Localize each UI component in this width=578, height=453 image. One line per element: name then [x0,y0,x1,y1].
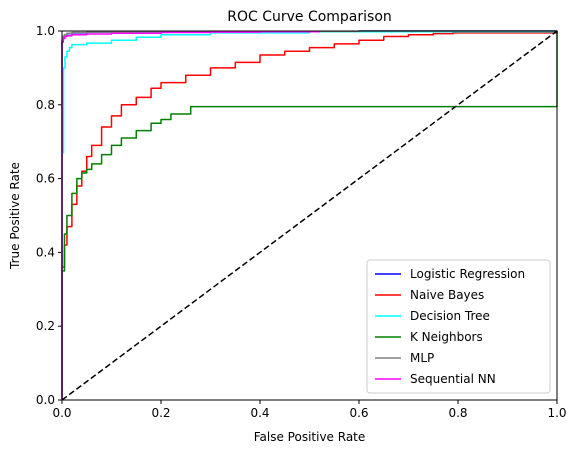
x-axis-label: False Positive Rate [254,430,366,444]
reference-diagonal-line [61,30,558,401]
axis-ticks: 0.0 0.2 0.4 0.6 0.8 1.0 0.0 0.2 0.4 0.6 0.8 1.0 [36,24,567,420]
legend: Logistic Regression Naive Bayes Decision T… [366,259,551,394]
chart-title: ROC Curve Comparison [227,9,392,25]
x-tick-label: 0.2 [151,406,170,420]
y-tick-label: 0.8 [36,98,55,112]
y-axis-label: True Positive Rate [8,162,22,270]
plot-frame [61,30,558,401]
x-tick-label: 0.0 [52,406,71,420]
legend-label-naive-bayes: Naive Bayes [410,288,484,302]
y-tick-label: 1.0 [36,24,55,38]
y-tick-label: 0.6 [36,172,55,186]
legend-label-decision-tree: Decision Tree [410,309,490,323]
series-line-k-neighbors [61,31,558,400]
legend-label-sequential-nn: Sequential NN [410,372,496,386]
series-line-sequential-nn [61,30,321,400]
y-tick-label: 0.0 [36,393,55,407]
y-tick-label: 0.2 [36,319,55,333]
x-tick-label: 1.0 [547,406,566,420]
x-tick-label: 0.8 [448,406,467,420]
x-tick-label: 0.6 [349,406,368,420]
x-tick-label: 0.4 [250,406,269,420]
legend-label-k-neighbors: K Neighbors [410,330,483,344]
legend-box [366,259,551,394]
y-tick-label: 0.4 [36,245,55,259]
legend-label-logistic-regression: Logistic Regression [410,267,525,281]
legend-label-mlp: MLP [410,351,434,365]
